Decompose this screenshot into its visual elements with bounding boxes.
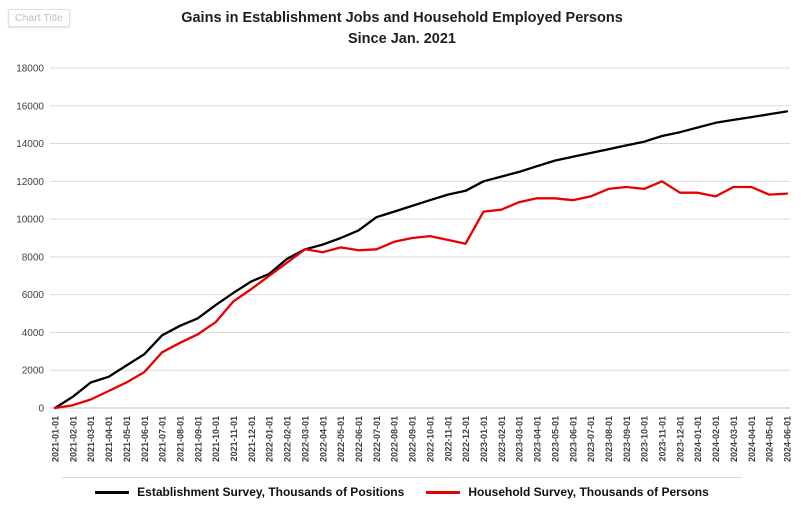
x-axis-label: 2023-03-01	[515, 416, 525, 462]
x-axis-label: 2021-11-01	[229, 416, 239, 462]
x-axis-label: 2021-07-01	[158, 416, 168, 462]
x-axis-label: 2023-12-01	[675, 416, 685, 462]
plot-area: 0 2000 4000 6000 8000 10000 12000 14000 16000 180…	[16, 64, 793, 463]
x-axis-label: 2023-06-01	[568, 416, 578, 462]
x-axis-label: 2024-01-01	[693, 416, 703, 462]
x-axis-label: 2022-06-01	[354, 416, 364, 462]
y-axis-label: 14000	[16, 139, 44, 150]
household-series-line	[53, 180, 789, 410]
x-axis-label: 2022-05-01	[336, 416, 346, 462]
x-axis-label: 2022-03-01	[300, 416, 310, 462]
y-axis-label: 2000	[22, 366, 45, 377]
x-axis-label: 2022-02-01	[283, 416, 293, 462]
x-axis-label: 2021-03-01	[86, 416, 96, 462]
x-axis-label: 2021-04-01	[104, 416, 114, 462]
legend: Establishment Survey, Thousands of Posit…	[95, 478, 709, 499]
x-axis-label: 2022-12-01	[461, 416, 471, 462]
legend-divider: Establishment Survey, Thousands of Posit…	[62, 477, 742, 499]
x-axis-label: 2021-05-01	[122, 416, 132, 462]
x-axis-label: 2023-11-01	[658, 416, 668, 462]
x-axis-label: 2024-02-01	[711, 416, 721, 462]
x-axis-label: 2023-04-01	[533, 416, 543, 462]
x-axis-label: 2021-09-01	[193, 416, 203, 462]
x-axis-label: 2022-10-01	[425, 416, 435, 462]
x-axis-label: 2021-02-01	[68, 416, 78, 462]
x-axis-label: 2023-10-01	[640, 416, 650, 462]
x-axis-label: 2023-08-01	[604, 416, 614, 462]
y-axis-label: 18000	[16, 64, 44, 75]
y-axis-label: 6000	[22, 290, 45, 301]
legend-label-establishment: Establishment Survey, Thousands of Posit…	[137, 485, 405, 499]
x-axis-label: 2023-07-01	[586, 416, 596, 462]
x-axis-label: 2024-06-01	[783, 416, 793, 462]
x-axis-label: 2024-04-01	[747, 416, 757, 462]
x-axis-label: 2022-01-01	[265, 416, 275, 462]
x-axis-label: 2021-08-01	[175, 416, 185, 462]
chart-title-placeholder[interactable]: Chart Title	[8, 9, 70, 27]
chart-title-line1: Gains in Establishment Jobs and Househol…	[181, 10, 623, 26]
x-axis-label: 2022-08-01	[390, 416, 400, 462]
establishment-line-swatch	[95, 490, 130, 494]
x-axis-label: 2023-09-01	[622, 416, 632, 462]
x-axis-label: 2021-06-01	[140, 416, 150, 462]
y-axis-label: 16000	[16, 101, 44, 112]
establishment-series-line	[53, 110, 789, 410]
y-axis-label: 4000	[22, 328, 45, 339]
x-axis-label: 2021-01-01	[51, 416, 61, 462]
household-line-swatch	[426, 490, 461, 494]
legend-item-establishment[interactable]: Establishment Survey, Thousands of Posit…	[95, 485, 404, 499]
x-axis-label: 2022-09-01	[408, 416, 418, 462]
x-axis-label: 2022-11-01	[443, 416, 453, 462]
y-axis-label: 10000	[16, 215, 44, 226]
x-axis-label: 2021-12-01	[247, 416, 257, 462]
y-axis-label: 8000	[22, 252, 45, 263]
x-axis-label: 2024-05-01	[765, 416, 775, 462]
x-axis-label: 2022-04-01	[318, 416, 328, 462]
chart-title-line2: Since Jan. 2021	[347, 31, 456, 47]
y-axis-label: 0	[38, 404, 44, 415]
legend-label-household: Household Survey, Thousands of Persons	[468, 485, 709, 499]
chart-title: Gains in Establishment Jobs and Househol…	[0, 8, 804, 50]
x-axis-label: 2022-07-01	[372, 416, 382, 462]
x-axis-label: 2023-01-01	[479, 416, 489, 462]
x-axis-label: 2023-02-01	[497, 416, 507, 462]
y-axis-label: 12000	[16, 177, 44, 188]
x-axis-label: 2023-05-01	[550, 416, 560, 462]
legend-item-household[interactable]: Household Survey, Thousands of Persons	[426, 485, 709, 499]
x-axis-label: 2024-03-01	[729, 416, 739, 462]
x-axis-label: 2021-10-01	[211, 416, 221, 462]
